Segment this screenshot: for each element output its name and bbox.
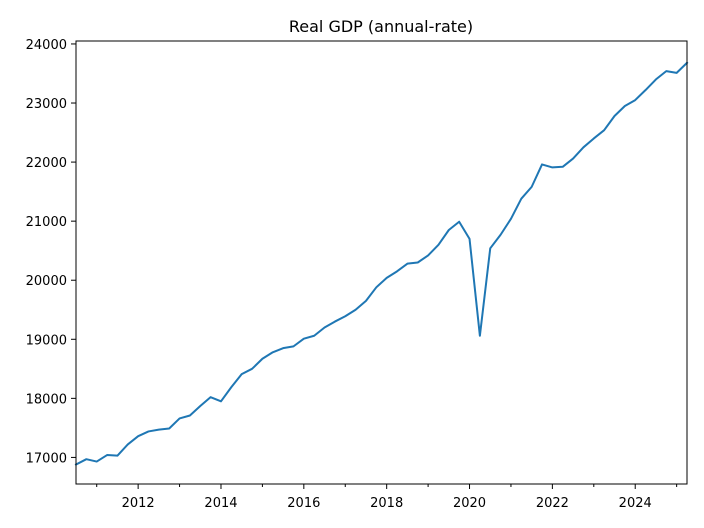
y-axis: 17000 18000 19000 20000 21000 22000 23000 24000	[26, 38, 76, 466]
y-tick-label-20000: 20000	[26, 274, 67, 289]
y-tick-label-19000: 19000	[26, 333, 67, 348]
series-line-0	[74, 61, 689, 466]
x-tick-label-2022: 2022	[536, 496, 569, 511]
x-tick-label-2024: 2024	[619, 496, 652, 511]
y-tick-label-23000: 23000	[26, 97, 67, 112]
y-tick-label-24000: 24000	[26, 38, 67, 53]
y-tick-label-21000: 21000	[26, 215, 67, 230]
x-tick-label-2012: 2012	[122, 496, 155, 511]
x-tick-label-2014: 2014	[204, 496, 237, 511]
y-tick-label-18000: 18000	[26, 392, 67, 407]
x-tick-label-2016: 2016	[287, 496, 320, 511]
x-tick-label-2018: 2018	[370, 496, 403, 511]
plot-frame	[75, 40, 688, 485]
y-tick-label-17000: 17000	[26, 451, 67, 466]
x-tick-label-2020: 2020	[453, 496, 486, 511]
series-layer	[74, 61, 689, 466]
chart-title: Real GDP (annual-rate)	[289, 17, 473, 36]
y-tick-label-22000: 22000	[26, 156, 67, 171]
x-axis: 2012 2014 2016 2018 2020 2022 2024	[96, 484, 678, 511]
